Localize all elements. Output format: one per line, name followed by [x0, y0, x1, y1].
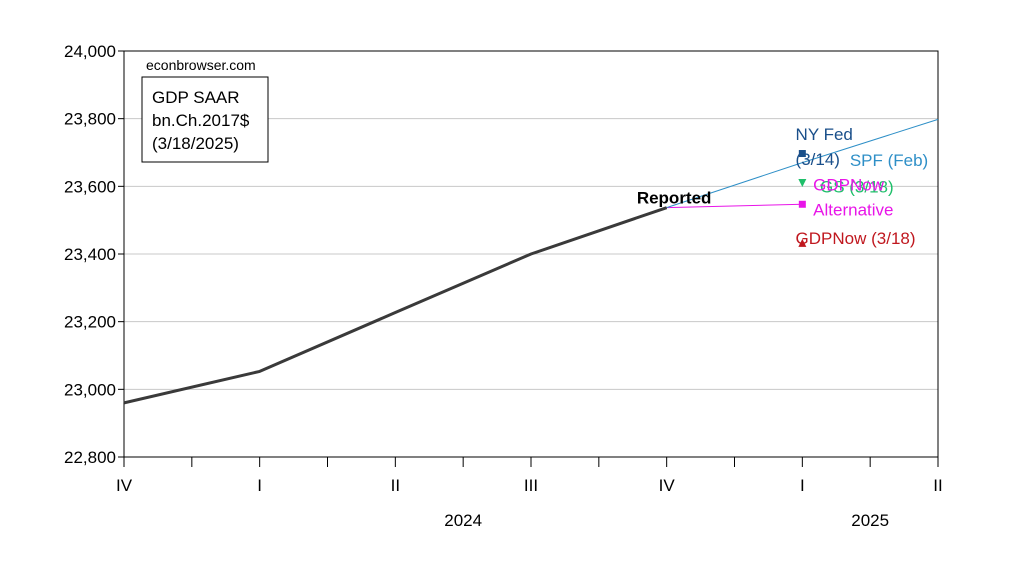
y-tick-label: 24,000 [64, 42, 116, 61]
legend-line-1: GDP SAAR [152, 88, 240, 107]
annotation-label: Alternative [813, 200, 893, 219]
marker-triangle-down [798, 178, 807, 187]
legend-box-frame [141, 76, 269, 163]
x-tick-label: II [933, 476, 942, 495]
series-lines [123, 118, 939, 405]
annotation-label: GDPNow [813, 175, 885, 194]
y-tick-label: 23,400 [64, 245, 116, 264]
forecast-markers [798, 150, 807, 247]
marker-square [798, 200, 806, 208]
legend-box: econbrowser.com GDP SAAR bn.Ch.2017$ (3/… [141, 57, 269, 163]
year-label: 2025 [851, 511, 889, 530]
x-tick-label: IV [116, 476, 133, 495]
year-label: 2024 [444, 511, 482, 530]
x-tick-label: I [800, 476, 805, 495]
x-tick-label: II [391, 476, 400, 495]
annotation-label: GS (3/18) [820, 177, 894, 196]
annotation-label: NY Fed [796, 125, 853, 144]
y-tick-label: 23,000 [64, 380, 116, 399]
y-axis: 22,800 23,000 23,200 23,400 23,600 23,800 24,0… [64, 42, 124, 467]
marker-square [798, 150, 806, 158]
y-tick-label: 23,600 [64, 177, 116, 196]
source-label: econbrowser.com [146, 57, 256, 73]
annotation-label: (3/14) [796, 150, 840, 169]
annotation-label: SPF (Feb) [850, 151, 928, 170]
x-tick-label: III [524, 476, 538, 495]
y-tick-label: 23,800 [64, 110, 116, 129]
series-line [123, 206, 668, 405]
x-tick-label: IV [659, 476, 676, 495]
annotation-label: GDPNow (3/18) [796, 229, 916, 248]
y-tick-label: 22,800 [64, 448, 116, 467]
annotation-label: Reported [637, 188, 712, 207]
legend-line-3: (3/18/2025) [152, 134, 239, 153]
y-tick-label: 23,200 [64, 313, 116, 332]
series-line [666, 203, 803, 209]
x-tick-label: I [257, 476, 262, 495]
series-line [666, 118, 939, 209]
marker-triangle-up [798, 238, 807, 247]
legend-line-2: bn.Ch.2017$ [152, 111, 250, 130]
